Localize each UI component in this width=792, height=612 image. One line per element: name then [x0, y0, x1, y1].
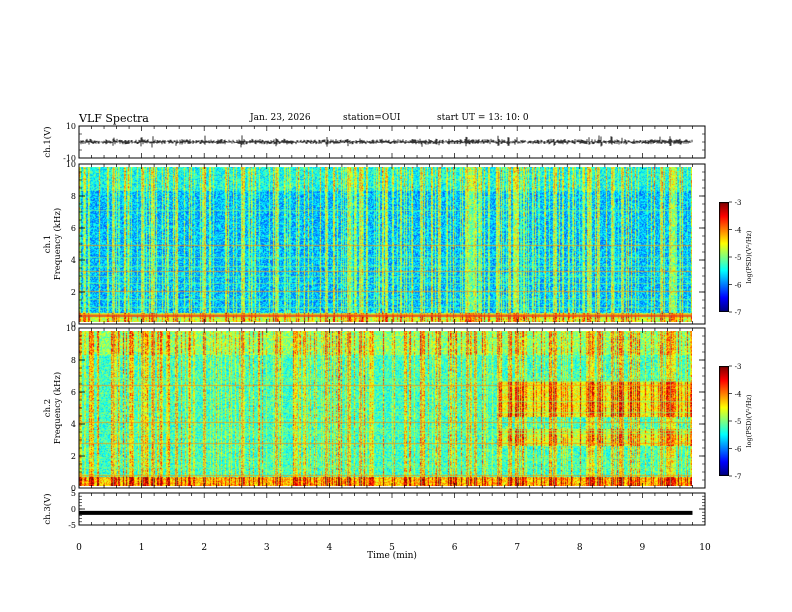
- ch1-colorbar-tick-label: -7: [735, 309, 742, 317]
- ch1-freq-tick-label: 0: [71, 320, 76, 329]
- ch3-tick-label: 5: [71, 489, 76, 498]
- ch3-ylabel: ch.3(V): [42, 493, 53, 524]
- ch1-colorbar-tick-label: -5: [735, 254, 742, 262]
- ch1-colorbar-tick-label: -6: [735, 282, 742, 290]
- x-axis-label: Time (min): [367, 550, 417, 561]
- ch2-spectrogram: [79, 331, 692, 486]
- ch2-freq-ylabel-line: ch.2: [43, 399, 53, 417]
- ch1-freq-ylabel-line: ch.1: [43, 235, 53, 253]
- x-tick-label: 4: [327, 543, 333, 553]
- ch2-freq-tick-label: 8: [71, 356, 76, 365]
- x-tick-label: 9: [640, 543, 646, 553]
- ch1-freq-ylabel: ch.1Frequency (kHz): [43, 208, 63, 280]
- ch3-tick-label: 0: [71, 505, 76, 514]
- x-tick-label: 3: [264, 543, 270, 553]
- ch2-freq-tick-label: 2: [71, 452, 76, 461]
- start-ut-label: start UT = 13: 10: 0: [437, 113, 529, 123]
- ch1-colorbar-tick-label: -3: [735, 199, 742, 207]
- ch2-colorbar-label: log(PSD)(V²/Hz): [745, 394, 753, 447]
- x-tick-label: 8: [577, 543, 583, 553]
- ch2-colorbar-tick-label: -6: [735, 446, 742, 454]
- ch1-freq-tick-label: 10: [66, 160, 76, 169]
- ch1-colorbar: [719, 202, 729, 312]
- ch1-freq-tick-label: 8: [71, 192, 76, 201]
- ch2-colorbar-tick-label: -7: [735, 473, 742, 481]
- ch1-freq-tick-label: 2: [71, 288, 76, 297]
- ch2-freq-tick-label: 10: [66, 324, 76, 333]
- ch2-freq-ylabel-line: Frequency (kHz): [52, 372, 63, 444]
- ch1-waveform-trace: [78, 135, 693, 148]
- date-label: Jan. 23, 2026: [250, 113, 311, 123]
- ch1-colorbar-tick-label: -4: [735, 227, 742, 235]
- ch1-freq-tick-label: 6: [71, 224, 76, 233]
- ch1-tick-label: 10: [66, 122, 76, 131]
- ch1-ylabel-line: ch.1(V): [42, 126, 53, 157]
- ch2-freq-tick-label: 4: [71, 420, 76, 429]
- ch2-colorbar-tick-label: -3: [735, 363, 742, 371]
- ch2-colorbar: [719, 366, 729, 476]
- x-tick-label: 6: [452, 543, 458, 553]
- ch2-colorbar-tick-label: -5: [735, 418, 742, 426]
- ch1-freq-ylabel-line: Frequency (kHz): [52, 208, 63, 280]
- x-tick-label: 10: [699, 543, 711, 553]
- ch1-freq-tick-label: 4: [71, 256, 76, 265]
- panel-frame-2: [78, 163, 706, 325]
- ch1-spectrogram: [79, 167, 692, 322]
- ch3-tick-label: -5: [68, 521, 76, 530]
- x-tick-label: 1: [139, 543, 145, 553]
- ch2-colorbar-tick-label: -4: [735, 391, 742, 399]
- ch1-colorbar-label: log(PSD)(V²/Hz): [745, 230, 753, 283]
- x-tick-label: 5: [389, 543, 395, 553]
- panel-frame-3: [78, 327, 706, 489]
- ch1-tick-label: -10: [63, 154, 76, 163]
- figure-title: VLF Spectra: [79, 112, 149, 125]
- x-tick-label: 7: [514, 543, 520, 553]
- ch1-ylabel: ch.1(V): [42, 126, 53, 157]
- ch2-freq-ylabel: ch.2Frequency (kHz): [43, 372, 63, 444]
- x-tick-label: 2: [201, 543, 207, 553]
- ch2-freq-tick-label: 0: [71, 484, 76, 493]
- ch2-freq-tick-label: 6: [71, 388, 76, 397]
- ch3-ylabel-line: ch.3(V): [42, 493, 53, 524]
- x-tick-label: 0: [76, 543, 82, 553]
- station-label: station=OUI: [343, 113, 401, 123]
